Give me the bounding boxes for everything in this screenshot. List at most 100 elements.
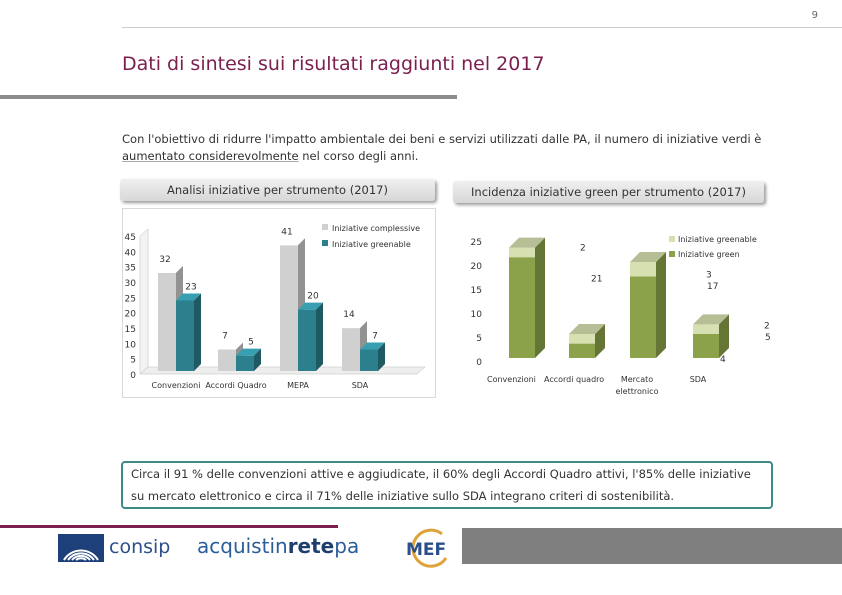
bar-green-front	[630, 276, 656, 358]
y-tick-label: 5	[476, 334, 482, 344]
legend-label: Iniziative complessive	[332, 224, 420, 233]
bar-top	[630, 252, 666, 262]
wordmark-part-b: rete	[287, 534, 335, 558]
bar-side	[535, 237, 545, 358]
bar-side	[656, 252, 666, 358]
y-tick-label: 15	[125, 325, 136, 335]
bar-greenable-side	[316, 302, 323, 371]
data-label-green: 21	[591, 274, 602, 284]
bar-greenable-front	[298, 309, 316, 371]
y-tick-label: 40	[125, 248, 137, 258]
intro-line2: nel corso degli anni.	[298, 149, 419, 163]
legend-label: Iniziative greenable	[332, 240, 411, 249]
y-tick-label: 25	[125, 294, 136, 304]
bar-greenable-front	[176, 300, 194, 371]
y-tick-label: 0	[476, 358, 482, 368]
bar-complessive-front	[158, 272, 176, 371]
x-tick-label: Convenzioni	[487, 375, 536, 384]
data-label-green: 3	[706, 271, 712, 281]
footer-rule	[0, 525, 338, 528]
right-chart-label: Incidenza iniziative green per strumento…	[453, 181, 764, 203]
mef-text: MEF	[406, 540, 446, 560]
legend-label: Iniziative greenable	[678, 235, 757, 244]
x-tick-label: SDA	[352, 381, 369, 390]
data-label: 41	[281, 227, 292, 237]
data-label: 14	[343, 310, 355, 320]
footer-band	[462, 528, 842, 564]
data-label: 5	[248, 338, 254, 348]
bar-top	[509, 237, 545, 248]
legend-swatch	[322, 240, 328, 246]
legend-swatch	[322, 224, 328, 230]
intro-line1: Con l'obiettivo di ridurre l'impatto amb…	[122, 132, 762, 146]
bar-greenable-top	[236, 348, 261, 356]
bar-complessive-front	[342, 328, 360, 371]
intro-paragraph: Con l'obiettivo di ridurre l'impatto amb…	[122, 131, 772, 165]
title-underline	[0, 95, 457, 99]
wordmark-part-a: acquistin	[197, 534, 288, 558]
x-tick-label: MEPA	[287, 381, 309, 390]
intro-emphasis: aumentato considerevolmente	[122, 149, 299, 163]
bar-complessive-top	[342, 321, 367, 329]
bar-top	[693, 314, 729, 325]
consip-logo-icon	[58, 534, 104, 562]
data-label: 23	[185, 282, 196, 292]
bar-greenable-front	[569, 334, 595, 344]
x-tick-label: Mercato	[621, 375, 653, 384]
x-tick-label: SDA	[690, 375, 707, 384]
bar-greenable-top	[298, 302, 323, 310]
bar-complessive-front	[218, 349, 236, 371]
bar-greenable-side	[254, 348, 261, 371]
bar-greenable-front	[693, 324, 719, 334]
data-label-greenable: 2	[580, 244, 586, 254]
data-label: 20	[307, 292, 319, 302]
summary-callout: Circa il 91 % delle convenzioni attive e…	[121, 461, 773, 509]
bar-complessive-top	[280, 238, 305, 246]
bar-side	[719, 314, 729, 358]
wordmark-part-c: pa	[334, 534, 360, 558]
bar-green-front	[509, 257, 535, 358]
y-axis-wall	[139, 228, 149, 375]
y-tick-label: 30	[125, 279, 137, 289]
x-tick-label: Accordi Quadro	[205, 381, 266, 390]
bar-greenable-top	[360, 342, 385, 350]
bar-top	[569, 324, 605, 334]
bar-greenable-front	[360, 349, 378, 371]
page-number: 9	[811, 10, 818, 21]
mef-logo: MEF	[406, 528, 448, 568]
bar-greenable-side	[194, 293, 201, 371]
y-tick-label: 35	[125, 264, 136, 274]
bar-greenable-front	[236, 355, 254, 371]
x-tick-label: Convenzioni	[152, 381, 201, 390]
y-tick-label: 10	[471, 310, 483, 320]
data-label-greenable: 2	[764, 321, 770, 331]
legend-swatch	[669, 236, 675, 242]
data-label: 7	[372, 332, 378, 342]
bar-complessive-front	[280, 245, 298, 371]
y-tick-label: 0	[130, 371, 136, 381]
y-tick-label: 20	[125, 310, 137, 320]
data-label-extra: 4	[720, 355, 726, 365]
y-tick-label: 25	[471, 238, 482, 248]
bar-green-front	[693, 334, 719, 358]
bar-greenable-front	[630, 262, 656, 277]
x-tick-label: elettronico	[616, 387, 659, 396]
bar-greenable-front	[509, 247, 535, 258]
y-tick-label: 10	[125, 340, 137, 350]
bar-complessive-top	[218, 342, 243, 350]
header-line	[122, 27, 842, 28]
data-label: 32	[159, 255, 170, 265]
data-label-green: 5	[765, 333, 771, 343]
left-chart-label: Analisi iniziative per strumento (2017)	[120, 179, 435, 201]
bar-complessive-top	[158, 265, 183, 273]
data-label: 7	[222, 332, 228, 342]
x-tick-label: Accordi quadro	[544, 375, 604, 384]
left-chart: 0 5 10 15 20 25 30 35 40 45 32 23 Convenzioni 7 5 Accor…	[125, 224, 426, 390]
legend-label: Iniziative green	[678, 250, 740, 259]
legend-swatch	[669, 251, 675, 257]
bar-side	[595, 324, 605, 358]
y-tick-label: 45	[125, 233, 136, 243]
y-tick-label: 15	[471, 286, 482, 296]
data-label-green: 17	[707, 282, 718, 292]
page-title: Dati di sintesi sui risultati raggiunti …	[122, 53, 545, 75]
